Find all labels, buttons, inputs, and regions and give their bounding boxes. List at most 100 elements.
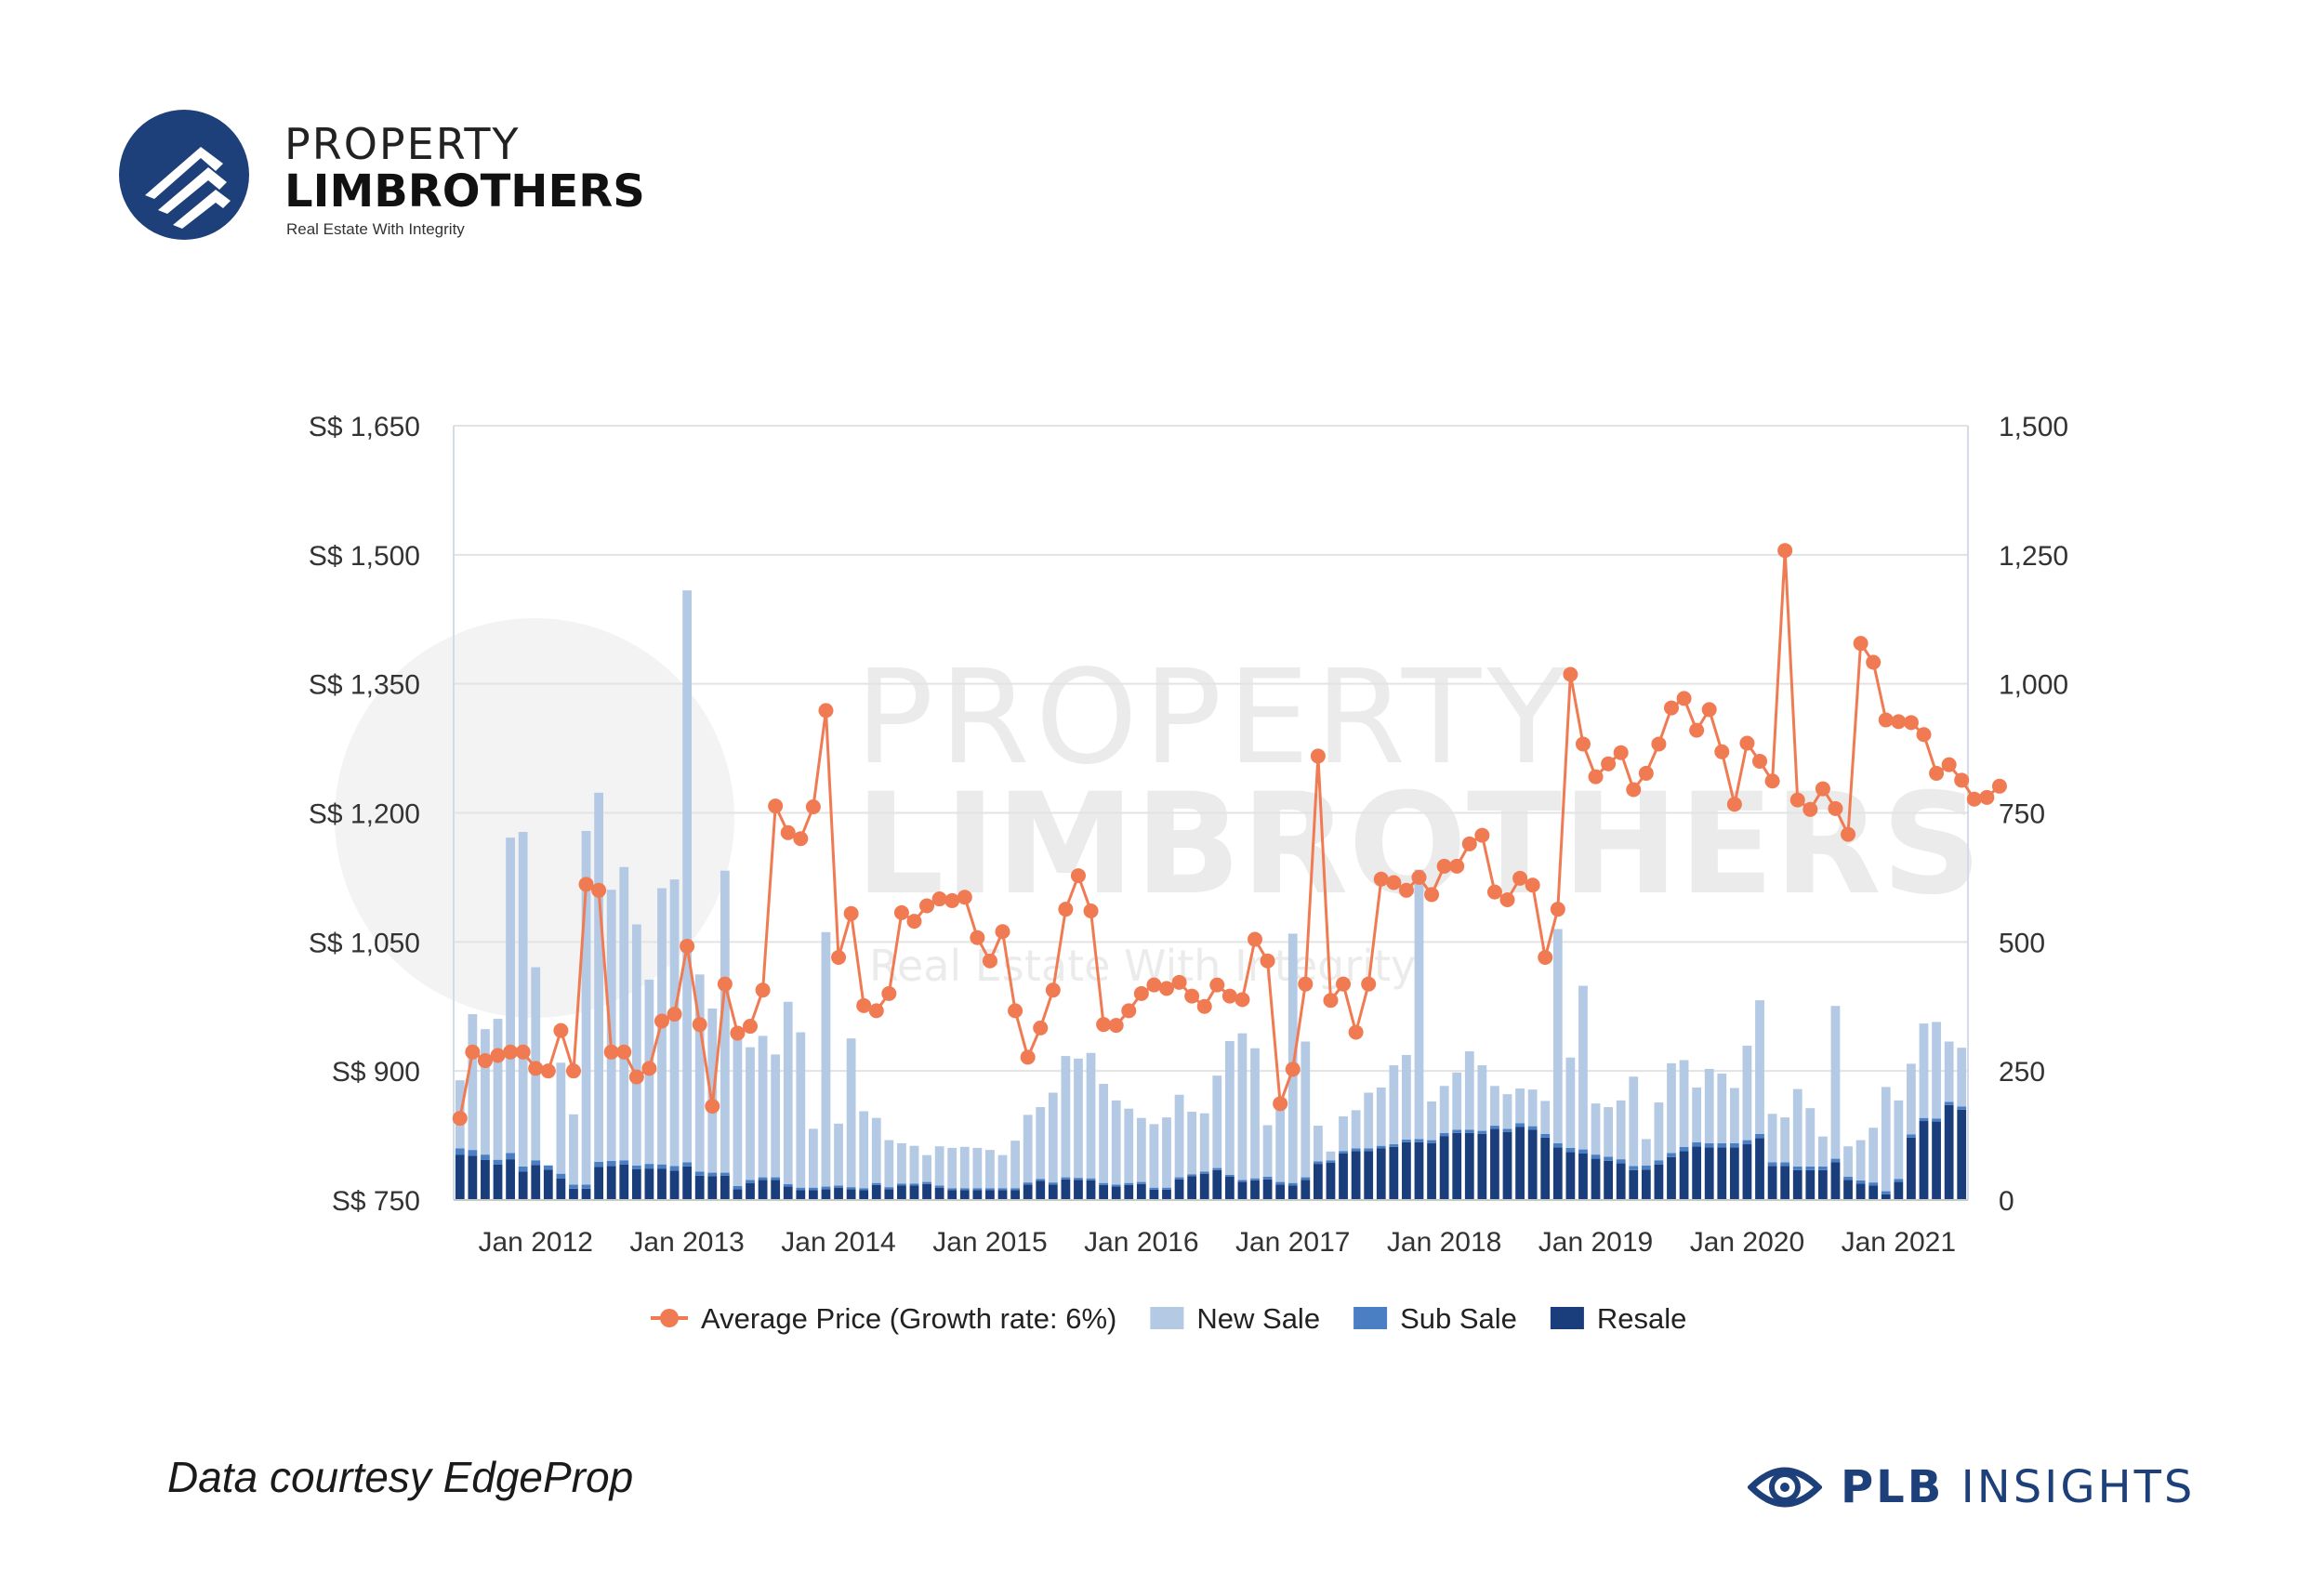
resale-bar: [834, 1187, 843, 1200]
price-point: [1866, 654, 1882, 670]
resale-bar: [985, 1190, 995, 1200]
x-tick-label: Jan 2017: [1235, 1227, 1350, 1258]
resale-bar: [619, 1164, 629, 1200]
sub-sale-bar: [1237, 1180, 1248, 1182]
price-point: [1474, 827, 1490, 843]
new-sale-bar: [1414, 869, 1424, 1140]
sub-sale-bar: [493, 1159, 503, 1165]
price-point: [1991, 778, 2007, 794]
sub-sale-bar: [644, 1164, 654, 1169]
sub-sale-bar: [1515, 1123, 1525, 1128]
price-point: [1929, 765, 1945, 781]
y-left-tick-label: S$ 1,200: [309, 799, 420, 830]
price-point: [680, 938, 695, 954]
resale-bar: [657, 1168, 667, 1200]
resale-bar: [1805, 1169, 1816, 1200]
new-sale-bar: [834, 1123, 843, 1186]
sub-sale-bar: [518, 1166, 528, 1172]
sub-sale-bar: [1641, 1165, 1651, 1170]
resale-bar: [1452, 1132, 1462, 1200]
new-sale-bar: [707, 1008, 718, 1173]
sub-sale-bar: [1629, 1166, 1639, 1170]
price-point: [1310, 748, 1326, 764]
legend-swatch: [1353, 1307, 1388, 1329]
price-point: [1108, 1018, 1124, 1034]
new-sale-bar: [1805, 1108, 1816, 1167]
sub-sale-bar: [468, 1150, 478, 1156]
sub-sale-bar: [1894, 1179, 1904, 1182]
sub-sale-bar: [1552, 1142, 1563, 1148]
sub-sale-bar: [606, 1160, 616, 1167]
resale-bar: [1578, 1154, 1588, 1200]
sub-sale-bar: [783, 1183, 793, 1187]
sub-sale-bar: [619, 1160, 629, 1165]
price-point: [1083, 904, 1099, 919]
sub-sale-bar: [1427, 1140, 1436, 1143]
price-point: [1676, 691, 1692, 706]
legend-swatch: [1150, 1307, 1184, 1329]
new-sale-bar: [1578, 985, 1588, 1150]
price-point: [1878, 712, 1894, 728]
resale-bar: [1212, 1169, 1222, 1200]
resale-bar: [1894, 1181, 1904, 1200]
price-point: [793, 831, 809, 847]
sub-sale-bar: [1250, 1178, 1260, 1181]
sub-sale-bar: [1755, 1133, 1764, 1139]
resale-bar: [1755, 1138, 1764, 1200]
sub-sale-bar: [821, 1186, 831, 1190]
new-sale-bar: [1843, 1146, 1853, 1178]
resale-bar: [947, 1190, 957, 1200]
new-sale-bar: [1502, 1094, 1512, 1129]
sub-sale-bar: [871, 1182, 881, 1185]
price-point: [970, 930, 985, 945]
resale-bar: [1074, 1180, 1083, 1200]
sub-sale-bar: [1149, 1187, 1159, 1190]
price-point: [1777, 543, 1793, 559]
resale-bar: [758, 1180, 768, 1200]
price-point: [818, 703, 834, 719]
bar-series: [455, 590, 1967, 1200]
sub-sale-bar: [1780, 1162, 1790, 1167]
resale-bar: [1036, 1181, 1046, 1200]
resale-bar: [644, 1168, 654, 1200]
resale-bar: [1364, 1151, 1374, 1200]
price-point: [755, 983, 771, 998]
resale-bar: [606, 1166, 616, 1200]
price-point: [843, 905, 859, 921]
price-point: [1058, 902, 1074, 917]
price-point: [1563, 666, 1578, 682]
resale-bar: [1654, 1164, 1664, 1200]
price-point: [1979, 789, 1995, 805]
resale-bar: [1818, 1169, 1828, 1200]
new-sale-bar: [1287, 933, 1298, 1183]
resale-bar: [1414, 1141, 1424, 1200]
sub-sale-bar: [758, 1177, 768, 1181]
sub-sale-bar: [1376, 1145, 1386, 1149]
resale-bar: [1868, 1185, 1879, 1200]
y-left-tick-label: S$ 1,050: [309, 928, 420, 958]
new-sale-bar: [1061, 1056, 1071, 1178]
new-sale-bar: [1881, 1087, 1891, 1192]
sub-sale-bar: [1591, 1154, 1601, 1159]
resale-bar: [1224, 1177, 1235, 1200]
price-point: [1815, 781, 1830, 797]
sub-sale-bar: [1439, 1132, 1449, 1137]
resale-bar: [1010, 1190, 1020, 1200]
new-sale-bar: [1351, 1110, 1361, 1149]
price-point: [1096, 1017, 1112, 1033]
sub-sale-bar: [682, 1162, 693, 1167]
price-point: [1323, 993, 1339, 1009]
price-point: [1336, 976, 1352, 992]
sub-sale-bar: [1275, 1181, 1286, 1185]
watermark-line1: PROPERTY: [855, 642, 1572, 794]
new-sale-bar: [985, 1150, 995, 1189]
new-sale-bar: [1717, 1073, 1727, 1143]
sub-sale-bar: [1767, 1162, 1777, 1167]
price-point: [1196, 998, 1212, 1014]
sub-sale-bar: [581, 1184, 591, 1189]
price-point: [1273, 1096, 1288, 1112]
plb-insights-brand: PLB INSIGHTS: [1748, 1450, 2195, 1524]
price-point: [591, 882, 607, 898]
resale-bar: [1439, 1136, 1449, 1200]
new-sale-bar: [1111, 1100, 1121, 1185]
